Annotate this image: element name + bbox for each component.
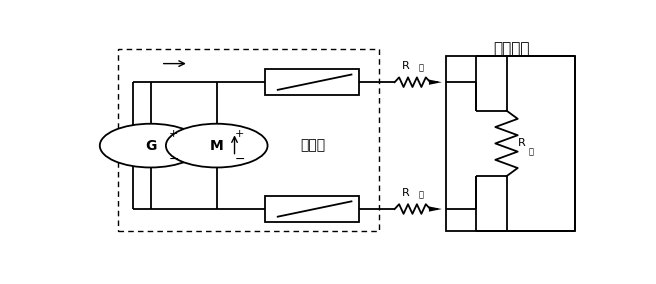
Bar bbox=[117, 49, 379, 231]
Circle shape bbox=[100, 124, 201, 168]
Polygon shape bbox=[429, 206, 442, 212]
Text: +: + bbox=[169, 129, 178, 139]
Text: 转: 转 bbox=[419, 64, 424, 72]
Polygon shape bbox=[429, 80, 442, 85]
Text: 测试仪: 测试仪 bbox=[300, 139, 326, 153]
Text: G: G bbox=[145, 139, 156, 153]
Text: −: − bbox=[168, 153, 179, 166]
Text: +: + bbox=[235, 129, 244, 139]
Text: −: − bbox=[234, 153, 245, 166]
Text: R: R bbox=[402, 61, 410, 71]
Text: 测: 测 bbox=[529, 148, 534, 157]
Text: R: R bbox=[518, 138, 525, 149]
Bar bbox=[265, 196, 359, 222]
Text: 待测线缆: 待测线缆 bbox=[493, 41, 530, 56]
Bar bbox=[265, 69, 359, 95]
Text: R: R bbox=[402, 188, 410, 198]
Text: 转: 转 bbox=[419, 190, 424, 199]
Text: M: M bbox=[210, 139, 224, 153]
Bar bbox=[445, 56, 575, 231]
Circle shape bbox=[166, 124, 268, 168]
